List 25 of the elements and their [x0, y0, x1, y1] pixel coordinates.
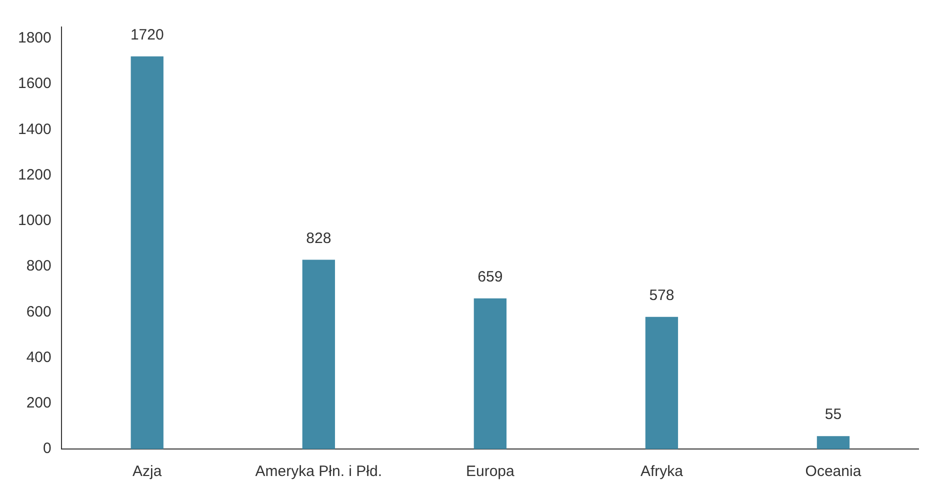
- y-tick-label: 1400: [18, 120, 52, 138]
- y-tick-label: 1000: [18, 212, 52, 230]
- y-tick-label: 1800: [18, 30, 52, 47]
- y-tick-label: 600: [26, 303, 52, 320]
- data-label: 659: [478, 268, 503, 286]
- y-tick-label: 800: [26, 258, 52, 275]
- data-label: 1720: [130, 26, 164, 44]
- bar: [302, 260, 335, 449]
- x-tick-label: Europa: [466, 463, 516, 480]
- x-tick-label: Azja: [132, 463, 162, 480]
- bar: [816, 436, 850, 449]
- bar: [474, 298, 507, 449]
- bar: [645, 316, 678, 449]
- y-tick-label: 1600: [18, 75, 52, 92]
- bar: [130, 56, 164, 449]
- y-tick-label: 200: [26, 394, 52, 412]
- x-tick-label: Afryka: [640, 463, 684, 480]
- y-tick-label: 1200: [18, 166, 52, 184]
- data-label: 828: [306, 230, 332, 247]
- x-tick-label: Oceania: [805, 463, 862, 480]
- data-label: 578: [649, 286, 674, 304]
- x-tick-label: Ameryka Płn. i Płd.: [255, 463, 382, 480]
- y-tick-label: 400: [26, 348, 52, 366]
- y-tick-label: 0: [43, 440, 52, 458]
- data-label: 55: [824, 406, 842, 424]
